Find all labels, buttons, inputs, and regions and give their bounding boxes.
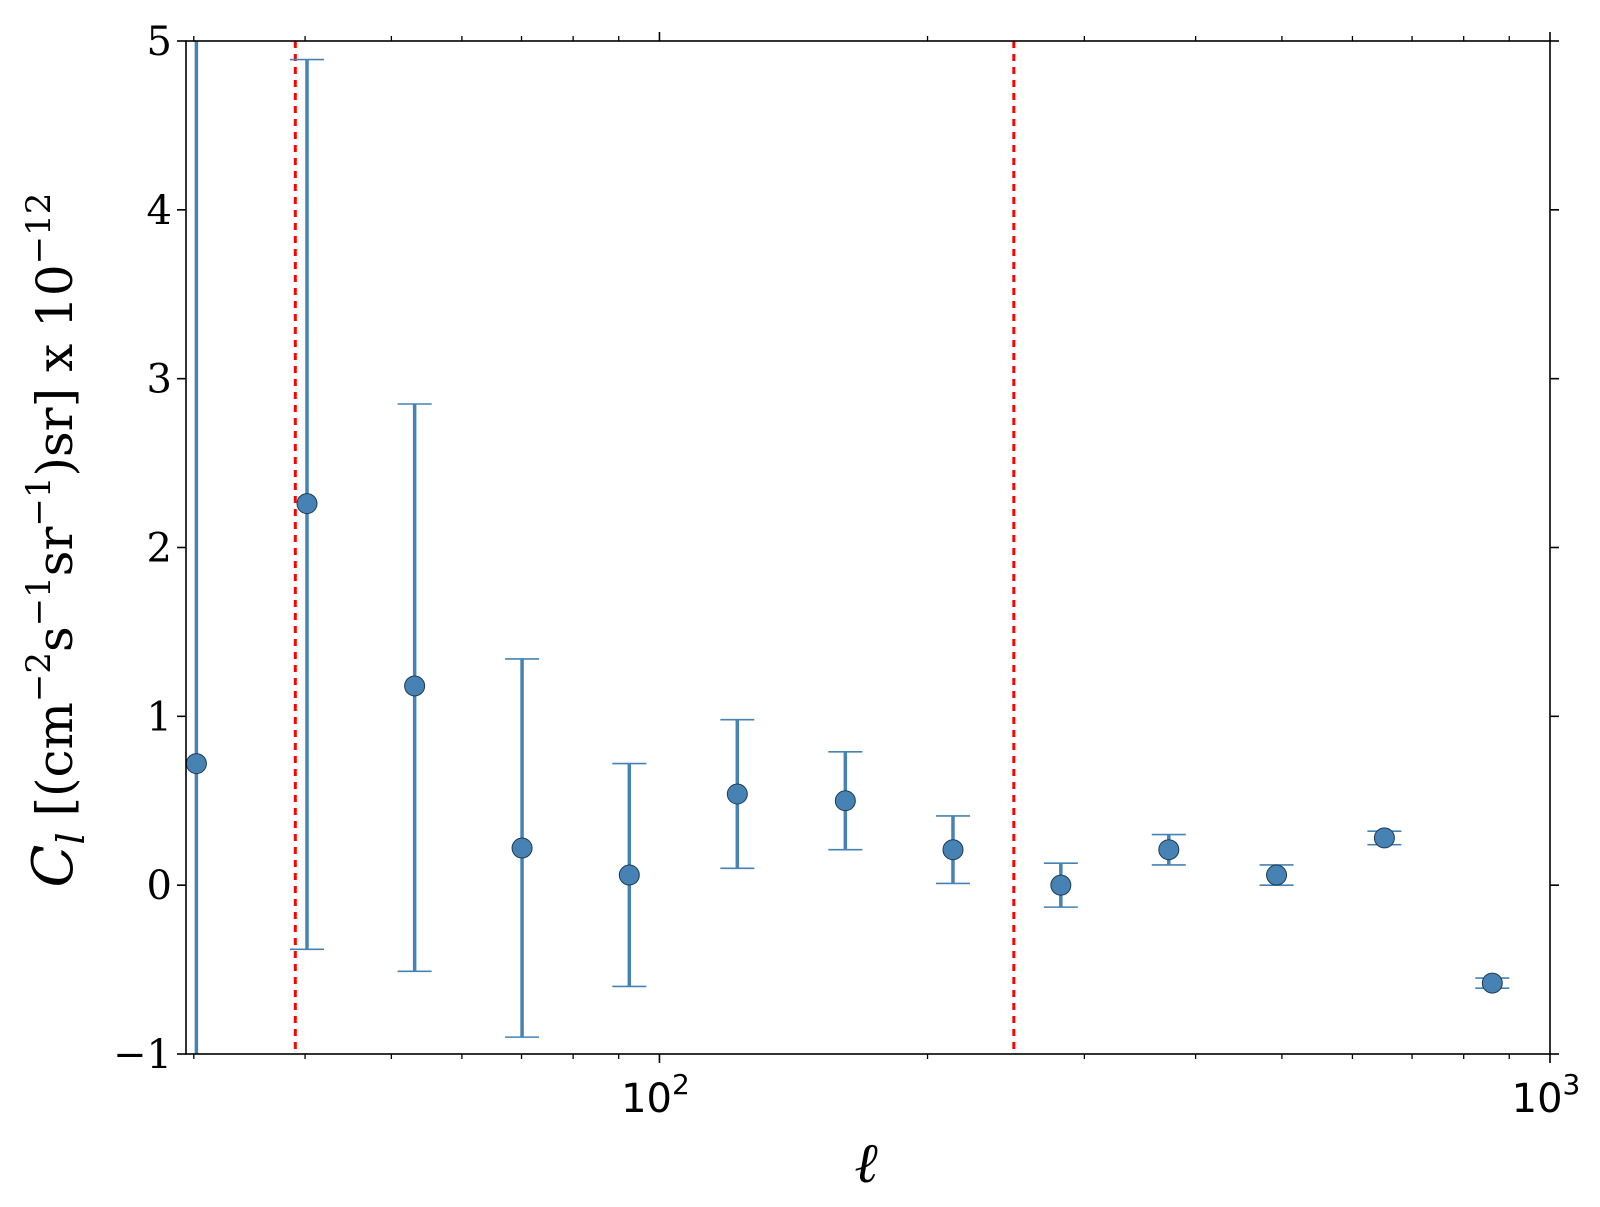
y-tick-label: 4 xyxy=(147,188,172,234)
y-axis-label: Cl [(cm−2s−1sr−1)sr] x 10−12 xyxy=(19,193,93,888)
data-point-11 xyxy=(1266,864,1288,886)
data-point-5 xyxy=(618,864,640,886)
x-tick-label: 102 xyxy=(621,1068,690,1122)
x-tick-label: 103 xyxy=(1512,1068,1581,1122)
data-point-12 xyxy=(1373,827,1395,849)
data-point-7 xyxy=(834,790,856,812)
axis-ticks: −1 0 1 2 3 4 5 102 103 xyxy=(113,19,1580,1122)
data-point-2 xyxy=(296,493,318,515)
data-point-8 xyxy=(942,839,964,861)
svg-text:Cl [(cm−2s−1sr−1)sr] x 10−12: Cl [(cm−2s−1sr−1)sr] x 10−12 xyxy=(19,193,93,888)
data-point-13 xyxy=(1481,972,1503,994)
y-tick-label: 5 xyxy=(147,19,172,65)
y-tick-label: 1 xyxy=(147,694,172,740)
data-point-9 xyxy=(1050,874,1072,896)
data-point-6 xyxy=(726,783,748,805)
plot-marks xyxy=(185,41,1510,1054)
y-tick-label: −1 xyxy=(113,1032,172,1078)
y-tick-label: 3 xyxy=(147,357,172,403)
data-point-10 xyxy=(1158,839,1180,861)
data-point-4 xyxy=(511,837,533,859)
data-point-3 xyxy=(404,675,426,697)
x-axis-label: ℓ xyxy=(854,1131,878,1196)
y-tick-label: 0 xyxy=(147,863,172,909)
data-point-1 xyxy=(185,753,207,775)
y-tick-label: 2 xyxy=(147,526,172,572)
